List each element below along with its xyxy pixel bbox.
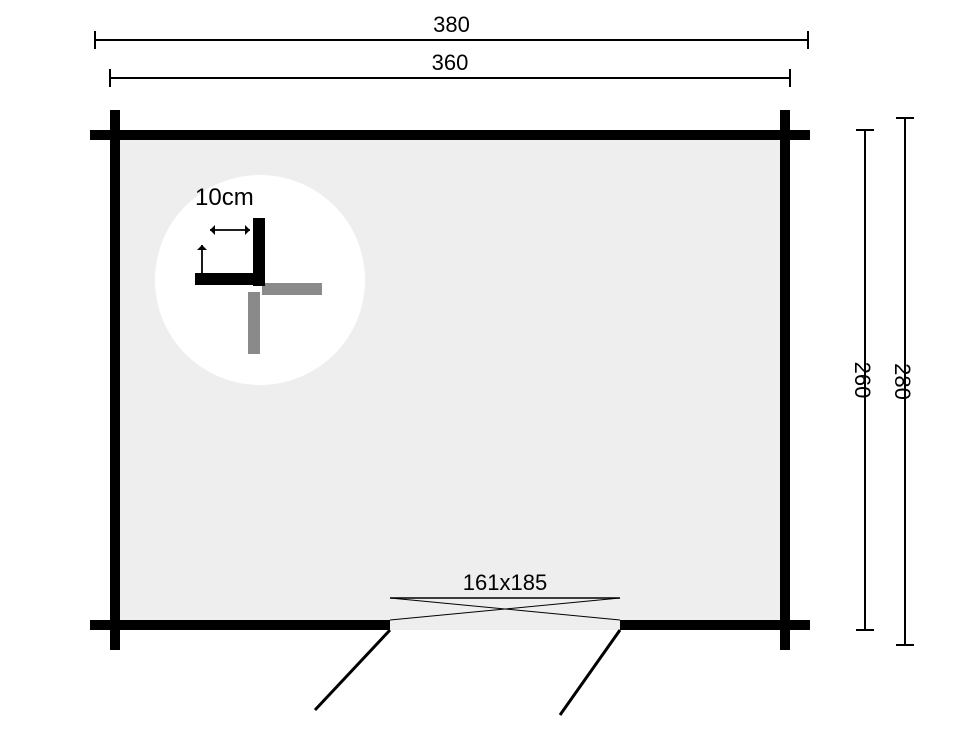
detail-label: 10cm [195,184,254,211]
detail-black-v [253,218,265,286]
dim-right-outer-label: 280 [890,363,915,400]
dim-right-inner-label: 260 [850,362,875,399]
detail-gray-v [248,292,260,354]
door-size-label: 161x185 [463,570,547,595]
dim-top-inner-label: 360 [432,50,469,75]
corner-detail [155,175,365,385]
dim-top-outer-label: 380 [433,12,470,37]
detail-gray-h [262,283,322,295]
